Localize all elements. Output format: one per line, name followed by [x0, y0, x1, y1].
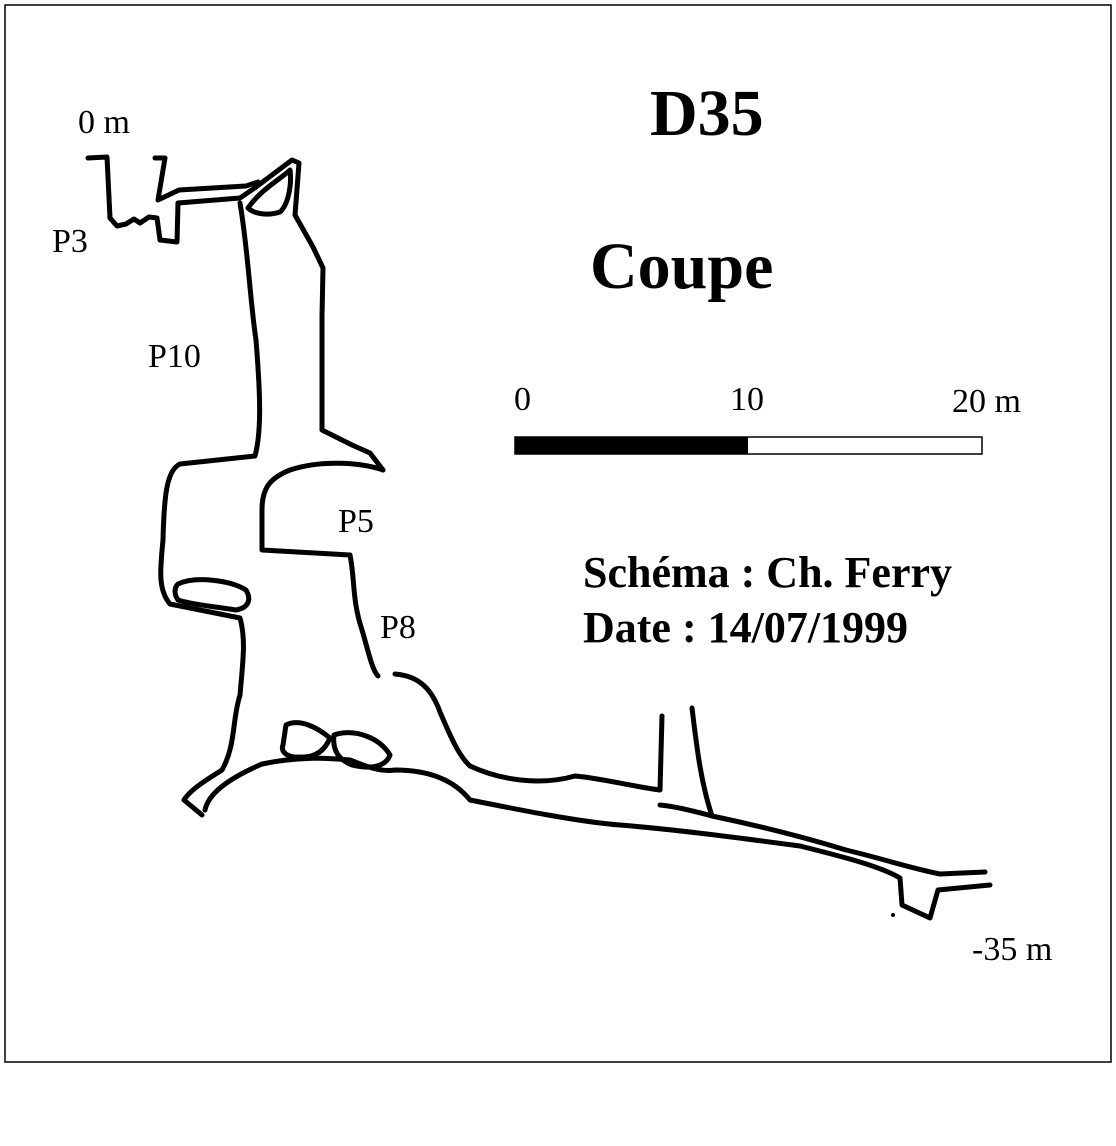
depth-bottom-label: -35 m [972, 931, 1052, 968]
cave-side-hole [172, 577, 252, 613]
cave-left-wall-p10 [158, 200, 263, 818]
scale-tick-10: 10 [730, 381, 764, 418]
scale-tick-20: 20 m [952, 383, 1021, 420]
scale-tick-0: 0 [514, 381, 531, 418]
cave-boulder-1 [279, 720, 333, 760]
cave-upper-pocket [245, 167, 293, 217]
cave-pebble [891, 913, 895, 917]
diagram-subtitle: Coupe [590, 230, 773, 303]
credit-date: Date : 14/07/1999 [583, 603, 908, 652]
scale-bar: 0 10 20 m [514, 381, 1021, 455]
pitch-label-p3: P3 [52, 223, 88, 260]
cave-entrance-wall [85, 154, 386, 473]
cave-entrance-step [152, 155, 261, 203]
scale-bar-fill [515, 437, 748, 454]
cave-boulder-2 [331, 730, 393, 770]
cave-outline [85, 154, 993, 921]
pitch-label-p5: P5 [338, 503, 374, 540]
cave-inner-pillar [259, 460, 386, 679]
depth-top-label: 0 m [78, 104, 130, 141]
pitch-label-p8: P8 [380, 609, 416, 646]
frame-border [4, 4, 1112, 1063]
cave-chimney [689, 705, 988, 877]
cave-gallery-roof [657, 802, 715, 819]
pitch-label-p10: P10 [148, 338, 201, 375]
diagram-title: D35 [650, 77, 764, 150]
cave-p8-wall [392, 671, 665, 793]
credit-author: Schéma : Ch. Ferry [583, 548, 952, 597]
